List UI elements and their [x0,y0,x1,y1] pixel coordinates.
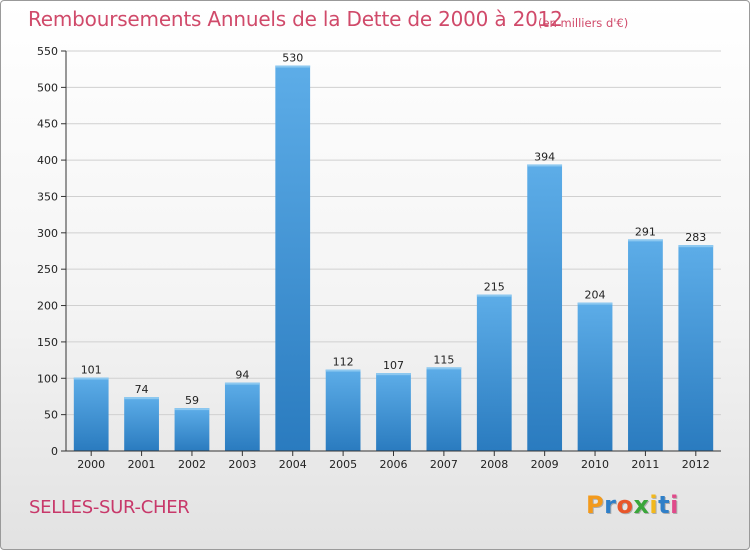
bar-2001 [124,397,159,451]
bar-2009 [527,164,563,452]
value-labels: 101 74 59 94 530 112 107 115 215 394 204 291 283 [81,52,707,408]
y-tick-label: 100 [37,372,58,385]
value-label-2010: 204 [585,289,606,302]
bar-top-highlight [73,377,109,380]
x-tick-label-2005: 2005 [329,458,357,471]
bar-2004 [275,65,311,451]
bar-top-highlight [678,245,714,248]
y-tick-label: 150 [37,336,58,349]
bar-2008 [476,294,512,451]
x-tick-label-2007: 2007 [430,458,458,471]
bar-top-highlight [628,239,663,242]
bar-2012 [678,245,714,451]
x-tick-label-2001: 2001 [128,458,156,471]
x-tick-label-2008: 2008 [480,458,508,471]
logo-letter: P [586,491,605,519]
x-tick-label-2004: 2004 [279,458,307,471]
bar-2006 [376,373,411,451]
bar-2002 [174,408,210,451]
bar-top-highlight [275,65,311,68]
commune-name: SELLES-SUR-CHER [29,497,190,518]
bar-2011 [628,239,663,451]
x-tick-label-2006: 2006 [380,458,408,471]
bar-top-highlight [577,302,613,305]
bar-top-highlight [476,294,512,297]
value-label-2008: 215 [484,281,505,294]
value-label-2011: 291 [635,225,656,238]
x-tick-label-2000: 2000 [77,458,105,471]
y-tick-label: 250 [37,263,58,276]
x-tick-label-2003: 2003 [228,458,256,471]
logo-letter: t [658,491,671,519]
logo-letter: r [604,491,617,519]
bar-2007 [426,367,462,451]
value-label-2012: 283 [685,231,706,244]
value-label-2003: 94 [235,369,249,382]
bar-top-highlight [124,397,159,400]
y-tick-label: 550 [37,45,58,58]
value-label-2002: 59 [185,394,199,407]
chart-title: Remboursements Annuels de la Dette de 20… [28,7,563,31]
logo-letter: o [616,491,634,519]
bar-top-highlight [224,382,260,385]
logo-letter: x [633,491,650,519]
bars [73,65,714,452]
x-tick-label-2012: 2012 [682,458,710,471]
value-label-2000: 101 [81,364,102,377]
y-tick-label: 350 [37,190,58,203]
proxiti-logo: Proxiti [586,491,679,519]
y-tick-label: 50 [44,409,58,422]
y-tick-label: 450 [37,118,58,131]
bar-2000 [73,377,109,451]
value-label-2005: 112 [333,356,354,369]
x-tick-label-2010: 2010 [581,458,609,471]
logo-letter: i [649,491,659,519]
value-label-2009: 394 [534,150,555,163]
bar-2010 [577,302,613,451]
logo-letter: i [670,491,679,519]
bar-top-highlight [376,373,411,376]
chart-subtitle: (en milliers d'€) [538,16,629,30]
value-label-2001: 74 [135,383,149,396]
value-label-2004: 530 [282,52,303,65]
x-tick-label-2009: 2009 [531,458,559,471]
bar-2005 [325,369,361,451]
value-label-2006: 107 [383,359,404,372]
y-tick-label: 200 [37,300,58,313]
axes: 0 50 100 150 200 250 300 350 400 450 500 550 2000 200… [37,45,721,471]
x-tick-label-2011: 2011 [631,458,659,471]
bar-top-highlight [426,367,462,370]
value-label-2007: 115 [433,353,454,366]
y-tick-label: 300 [37,227,58,240]
bar-top-highlight [174,408,210,411]
x-tick-label-2002: 2002 [178,458,206,471]
bar-top-highlight [527,164,563,167]
y-tick-label: 0 [51,445,58,458]
y-tick-label: 400 [37,154,58,167]
bar-2003 [224,382,260,451]
y-tick-label: 500 [37,81,58,94]
bar-top-highlight [325,369,361,372]
